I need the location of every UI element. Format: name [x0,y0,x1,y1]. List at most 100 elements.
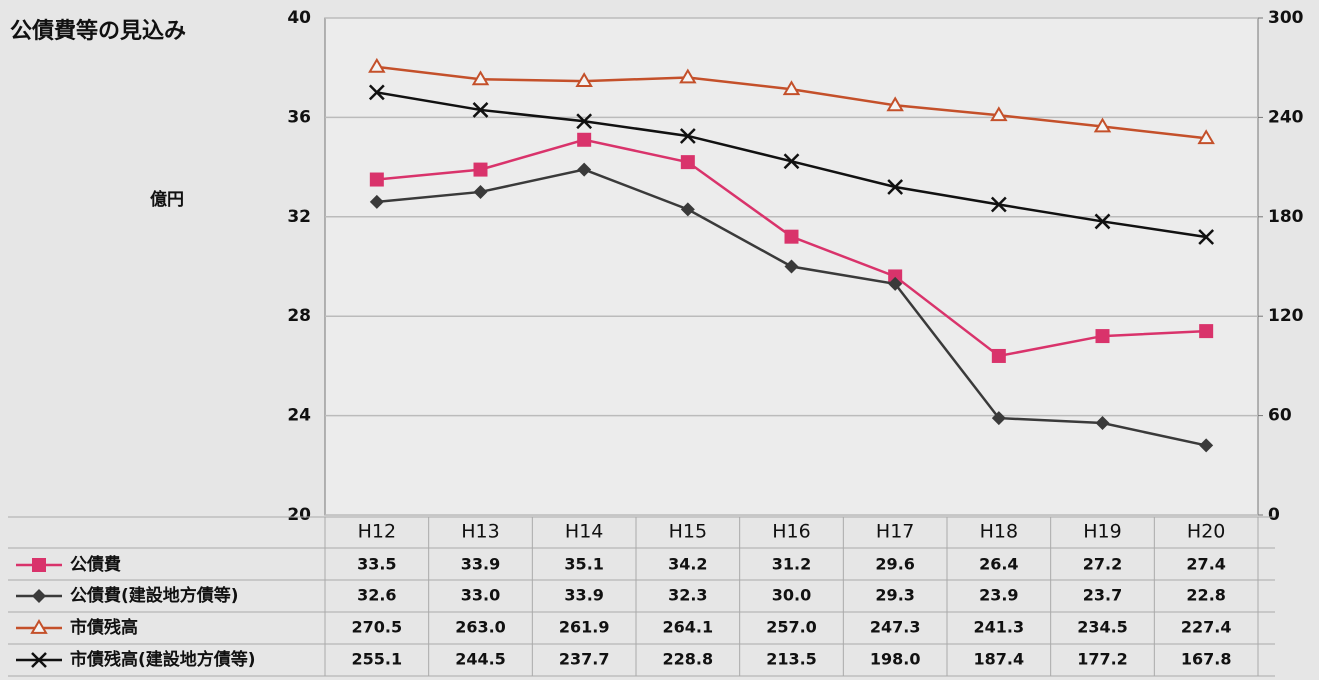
marker [575,72,593,88]
table-value: 264.1 [663,618,714,637]
y-tick-label: 28 [287,306,311,326]
table-value: 23.9 [979,586,1018,605]
x-tick-label: H17 [876,521,914,543]
table-value: 34.2 [668,555,707,574]
marker [783,153,800,170]
table-value: 255.1 [352,650,403,669]
marker [1199,324,1214,339]
marker [32,558,46,572]
table-value: 187.4 [974,650,1025,669]
y-tick-label: 40 [287,8,311,28]
table-value: 263.0 [455,618,506,637]
table-value: 31.2 [772,555,811,574]
table-value: 247.3 [870,618,921,637]
marker [784,259,799,274]
table-value: 241.3 [974,618,1025,637]
y-tick-label: 24 [287,406,311,426]
table-value: 167.8 [1181,650,1232,669]
marker [1093,117,1112,133]
x-tick-label: H19 [1083,521,1121,543]
y2-tick-label: 0 [1268,505,1280,525]
table-value: 227.4 [1181,618,1232,637]
marker [1197,129,1215,145]
table-value: 29.3 [875,586,914,605]
x-tick-label: H15 [669,521,707,543]
table-value: 237.7 [559,650,610,669]
table-value: 30.0 [772,586,811,605]
table-value: 35.1 [564,555,603,574]
table-value: 26.4 [979,555,1018,574]
table-value: 27.2 [1083,555,1122,574]
y-tick-label: 20 [287,505,311,525]
marker [576,113,593,130]
table-value: 228.8 [663,650,714,669]
marker [990,196,1007,213]
marker [369,172,384,187]
y-tick-label: 36 [287,107,311,127]
marker [1095,416,1110,431]
table-value: 32.6 [357,586,396,605]
table-value: 33.9 [564,586,603,605]
legend-label: 市債残高(建設地方債等) [70,649,256,670]
marker [472,102,489,118]
table-value: 270.5 [352,618,403,637]
table-value: 33.9 [461,555,500,574]
marker [886,96,904,112]
legend-label: 公債費 [70,554,121,575]
marker [473,184,488,199]
marker [1094,213,1111,230]
marker [990,106,1008,122]
table-value: 27.4 [1186,555,1225,574]
marker [577,162,592,177]
table-value: 23.7 [1083,586,1122,605]
x-tick-label: H20 [1187,521,1225,543]
marker [1095,329,1110,344]
legend-label: 市債残高 [70,617,138,638]
marker [30,619,48,634]
marker [782,80,801,96]
y-axis-label: 億円 [150,189,184,210]
y-tick-label: 32 [287,207,311,227]
table-value: 29.6 [875,555,914,574]
table-value: 32.3 [668,586,707,605]
x-tick-label: H12 [358,521,396,543]
marker [369,194,384,209]
marker [1199,438,1214,453]
x-tick-label: H16 [772,521,810,543]
marker [991,348,1006,363]
marker [368,84,385,101]
marker [679,128,696,144]
marker [888,269,903,284]
marker [784,229,799,244]
y2-tick-label: 120 [1268,306,1304,326]
y2-tick-label: 60 [1268,406,1292,426]
table-value: 177.2 [1077,650,1128,669]
marker [888,276,903,291]
legend-label: 公債費(建設地方債等) [70,585,239,606]
table-value: 257.0 [766,618,817,637]
x-tick-label: H13 [461,521,499,543]
table-value: 198.0 [870,650,921,669]
table-value: 261.9 [559,618,610,637]
marker [31,652,47,668]
y2-tick-label: 180 [1268,207,1304,227]
marker [368,57,386,73]
table-value: 33.0 [461,586,500,605]
table-value: 234.5 [1077,618,1128,637]
marker [991,411,1006,426]
marker [1198,229,1215,245]
table-value: 33.5 [357,555,396,574]
y2-tick-label: 300 [1268,8,1304,28]
marker [887,179,904,195]
table-value: 22.8 [1186,586,1225,605]
marker [680,155,695,170]
marker [679,68,697,84]
marker [473,162,488,177]
y2-tick-label: 240 [1268,107,1304,127]
x-tick-label: H18 [980,521,1018,543]
table-value: 213.5 [766,650,817,669]
marker [577,132,592,147]
marker [680,202,695,217]
marker [471,70,490,86]
marker [32,589,46,603]
